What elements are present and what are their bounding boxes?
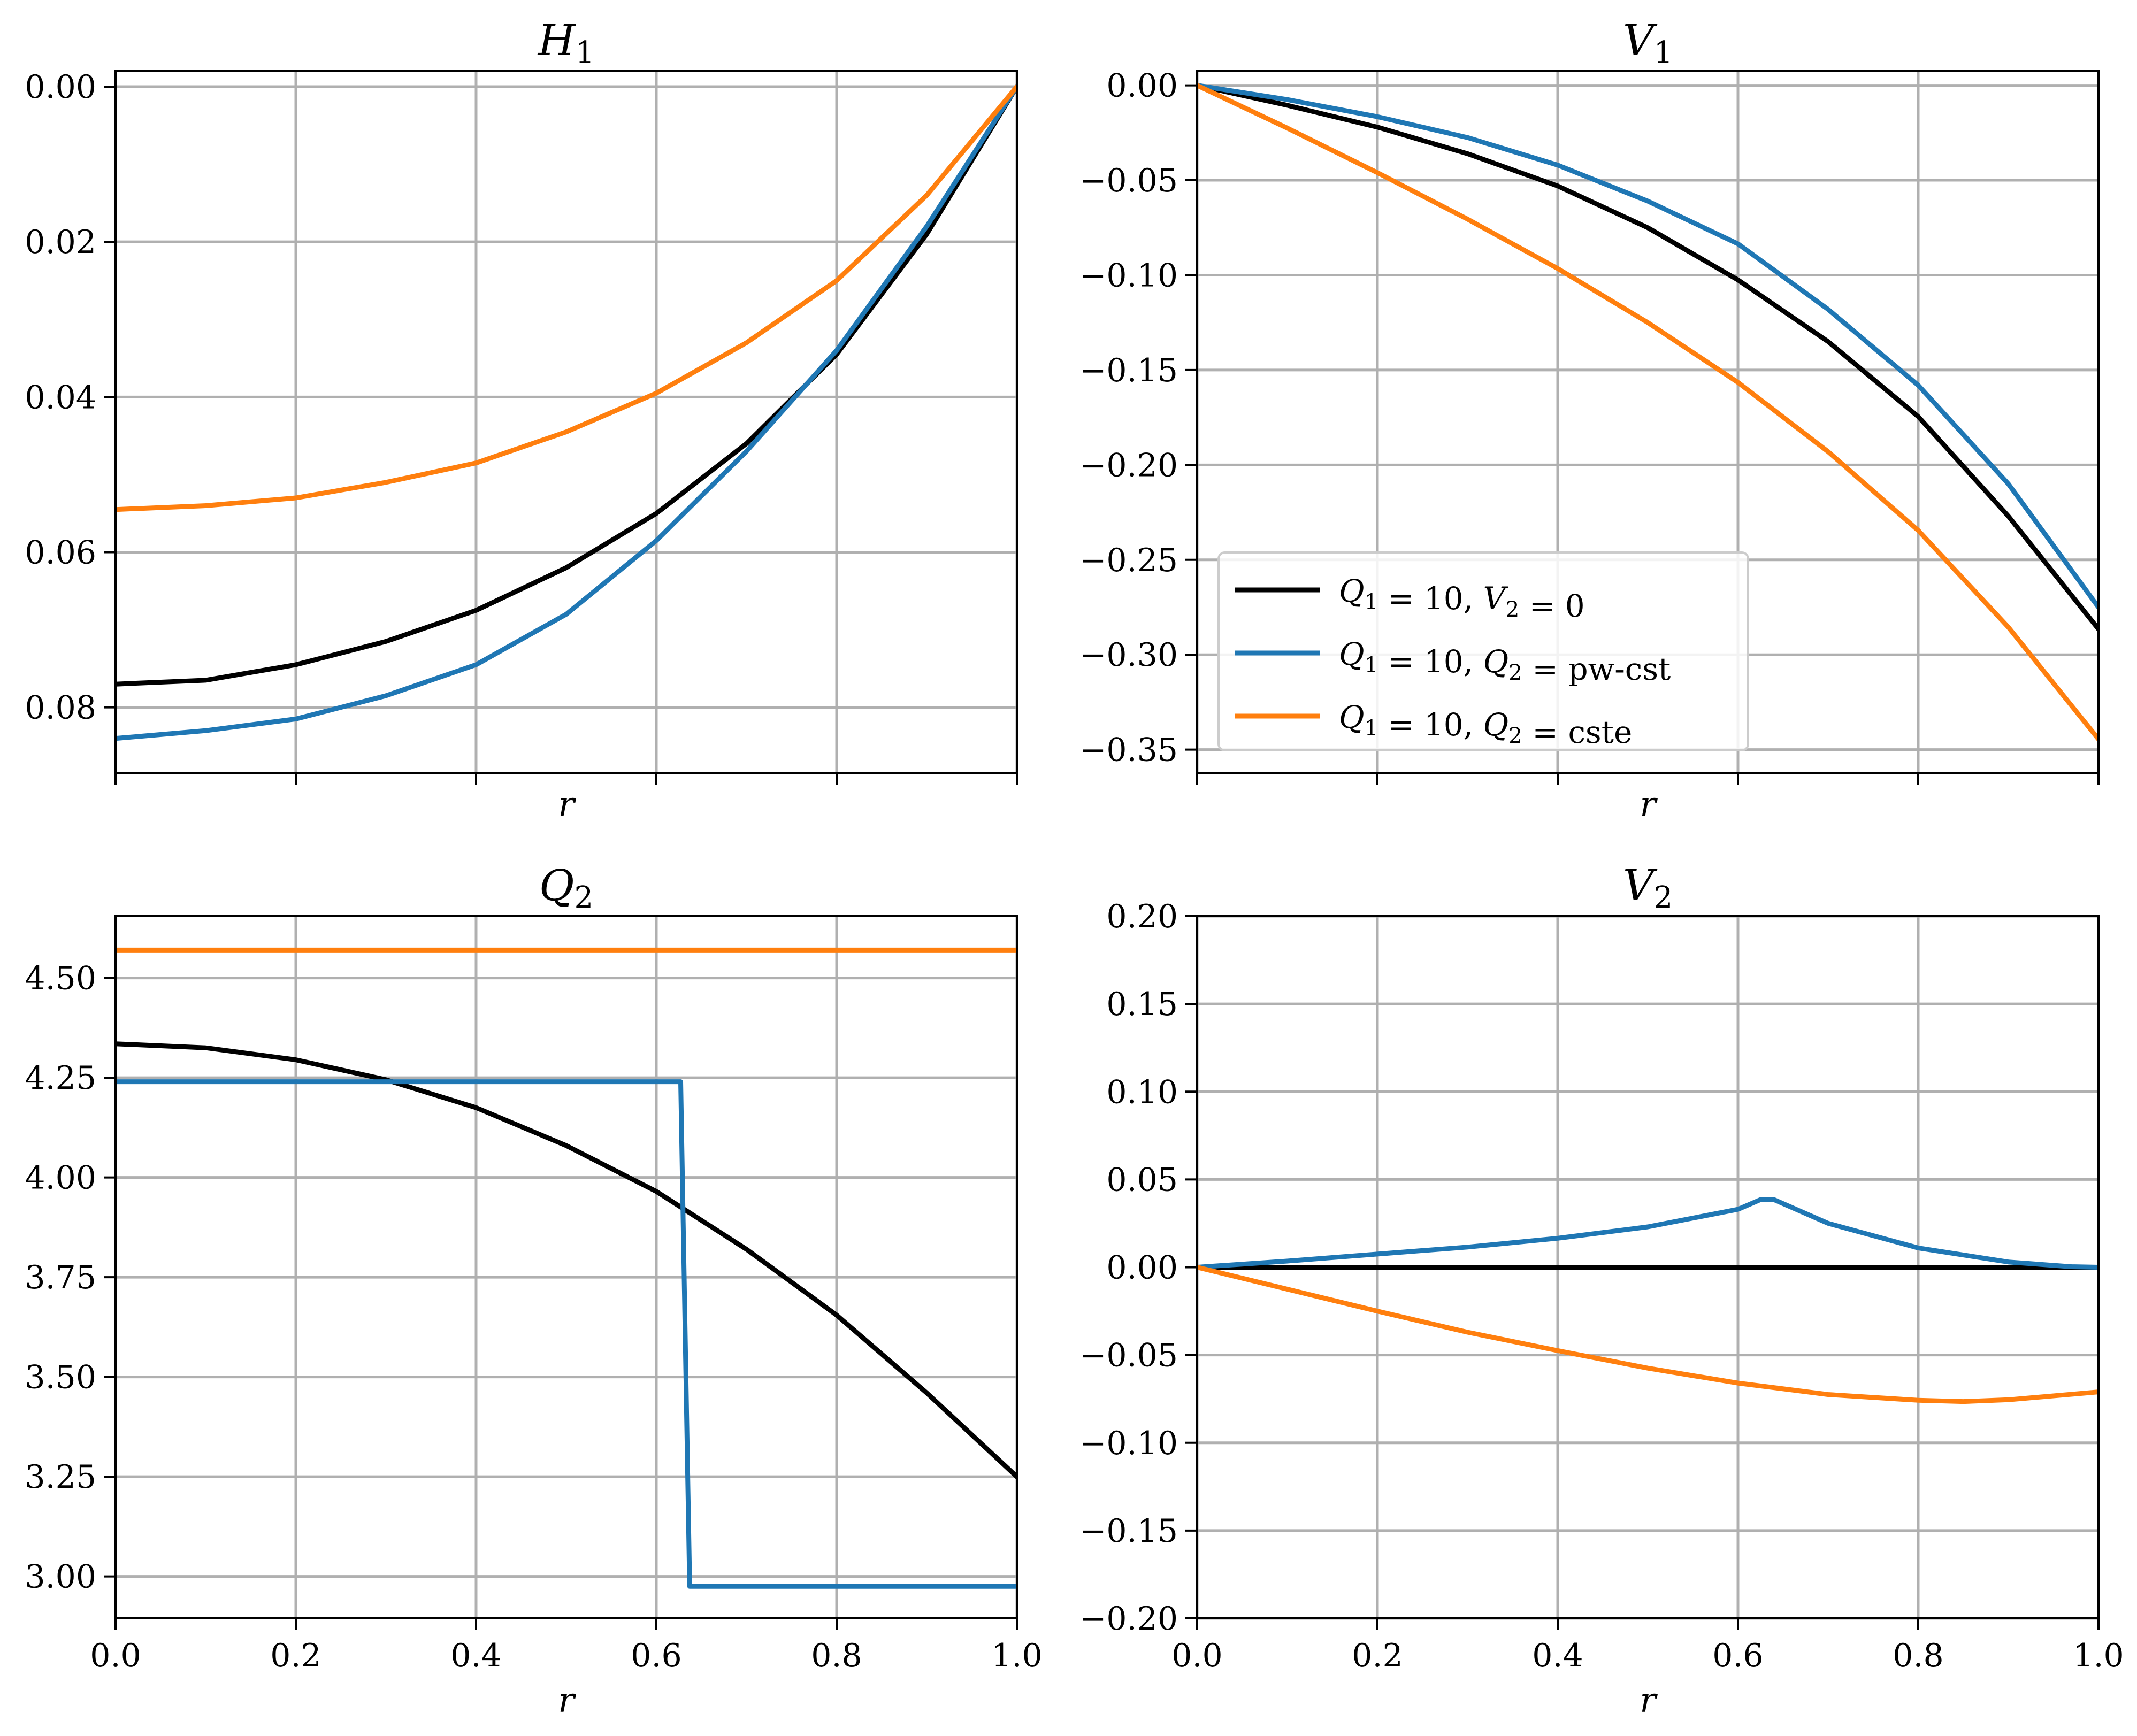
y-tick-label: −0.10 bbox=[1079, 1425, 1178, 1462]
x-tick-label: 0.4 bbox=[1532, 1637, 1583, 1674]
legend: Q1 = 10, V2 = 0 Q1 = 10, Q2 = pw-cst Q1 = … bbox=[1217, 551, 1749, 751]
x-tick-label: 0.8 bbox=[811, 1637, 862, 1674]
series-group bbox=[116, 83, 1017, 741]
x-tick-label: 0.8 bbox=[1893, 1637, 1943, 1674]
x-tick-label: 1.0 bbox=[2073, 1637, 2124, 1674]
y-tick-label: −0.35 bbox=[1079, 732, 1178, 769]
y-tick-label: −0.10 bbox=[1079, 257, 1178, 294]
y-tick-label: 0.06 bbox=[25, 534, 96, 572]
legend-label: Q1 = 10, Q2 = cste bbox=[1339, 699, 1632, 750]
x-axis-label: r bbox=[558, 1681, 576, 1720]
y-tick-label: 3.50 bbox=[25, 1359, 96, 1396]
x-tick-label: 0.0 bbox=[90, 1637, 141, 1674]
y-tick-label: 3.25 bbox=[25, 1458, 96, 1496]
y-tick-label: −0.15 bbox=[1079, 1512, 1178, 1550]
y-tick-label: 0.04 bbox=[25, 379, 96, 416]
series-group bbox=[1197, 1197, 2098, 1404]
panel-title: V1 bbox=[1623, 16, 1673, 70]
legend-box bbox=[1217, 551, 1749, 751]
series-line-1 bbox=[116, 1041, 1017, 1480]
panel-title: V2 bbox=[1623, 861, 1673, 915]
y-tick-label: 0.02 bbox=[25, 224, 96, 261]
series-line-2 bbox=[116, 83, 1017, 741]
series-line-1 bbox=[1197, 82, 2098, 633]
x-tick-label: 0.0 bbox=[1171, 1637, 1222, 1674]
x-tick-label: 0.6 bbox=[631, 1637, 681, 1674]
panel-H1: 0.00 0.02 0.04 0.06 0.08 H1 r bbox=[25, 16, 1018, 825]
y-tick-label: 4.00 bbox=[25, 1159, 96, 1197]
y-tick-label: 0.15 bbox=[1106, 986, 1178, 1023]
y-tick-label: −0.20 bbox=[1079, 447, 1178, 484]
x-tick-label: 0.2 bbox=[270, 1637, 321, 1674]
series-line-3 bbox=[1197, 82, 2098, 743]
series-line-2 bbox=[1197, 83, 2098, 611]
y-tick-label: 0.08 bbox=[25, 689, 96, 727]
y-tick-label: −0.20 bbox=[1079, 1600, 1178, 1638]
y-tick-label: 0.00 bbox=[25, 68, 96, 106]
panel-title: Q2 bbox=[539, 861, 593, 915]
panels: 0.00 0.02 0.04 0.06 0.08 H1 r 0.00 −0.05 −0.10 −0.… bbox=[25, 16, 2124, 1720]
y-tick-label: 0.05 bbox=[1106, 1161, 1178, 1199]
series-line-2 bbox=[1197, 1197, 2098, 1270]
panel-title: H1 bbox=[537, 16, 594, 70]
x-axis-label: r bbox=[558, 785, 576, 825]
y-tick-label: 0.00 bbox=[1106, 1249, 1178, 1287]
x-tick-label: 0.2 bbox=[1352, 1637, 1403, 1674]
y-tick-label: −0.05 bbox=[1079, 1337, 1178, 1374]
axes-frame bbox=[114, 915, 1018, 1619]
y-tick-label: −0.30 bbox=[1079, 636, 1178, 674]
legend-label: Q1 = 10, V2 = 0 bbox=[1339, 573, 1585, 624]
axes-frame bbox=[114, 70, 1018, 774]
x-tick-label: 0.4 bbox=[450, 1637, 501, 1674]
series-line-3 bbox=[116, 83, 1017, 512]
series-line-3 bbox=[1197, 1264, 2098, 1404]
y-tick-label: 0.20 bbox=[1106, 898, 1178, 935]
panel-Q2: 0.0 0.2 0.4 0.6 0.8 1.0 3.00 3.25 3.50 3.75 4.00 4.… bbox=[25, 861, 1042, 1720]
series-line-1 bbox=[116, 83, 1017, 687]
y-tick-label: −0.25 bbox=[1079, 542, 1178, 579]
x-tick-label: 1.0 bbox=[991, 1637, 1042, 1674]
y-tick-label: −0.15 bbox=[1079, 352, 1178, 389]
series-line-2 bbox=[116, 1079, 1017, 1589]
series-group bbox=[116, 947, 1017, 1589]
x-tick-label: 0.6 bbox=[1712, 1637, 1763, 1674]
series-group bbox=[1197, 82, 2098, 743]
x-axis-label: r bbox=[1640, 1681, 1658, 1720]
legend-label: Q1 = 10, Q2 = pw-cst bbox=[1339, 636, 1671, 687]
x-axis-label: r bbox=[1640, 785, 1658, 825]
axes-frame bbox=[1196, 70, 2100, 774]
y-tick-label: 4.50 bbox=[25, 960, 96, 997]
panel-V2: 0.0 0.2 0.4 0.6 0.8 1.0 0.20 0.15 0.10 0.05 0.00 −0… bbox=[1079, 861, 2124, 1720]
y-tick-label: 3.75 bbox=[25, 1259, 96, 1296]
y-tick-label: 3.00 bbox=[25, 1558, 96, 1596]
y-tick-label: 4.25 bbox=[25, 1059, 96, 1097]
y-tick-label: −0.05 bbox=[1079, 162, 1178, 199]
y-tick-label: 0.00 bbox=[1106, 67, 1178, 105]
panel-V1: 0.00 −0.05 −0.10 −0.15 −0.20 −0.25 −0.30 −0.35 V… bbox=[1079, 16, 2100, 825]
y-tick-label: 0.10 bbox=[1106, 1073, 1178, 1111]
